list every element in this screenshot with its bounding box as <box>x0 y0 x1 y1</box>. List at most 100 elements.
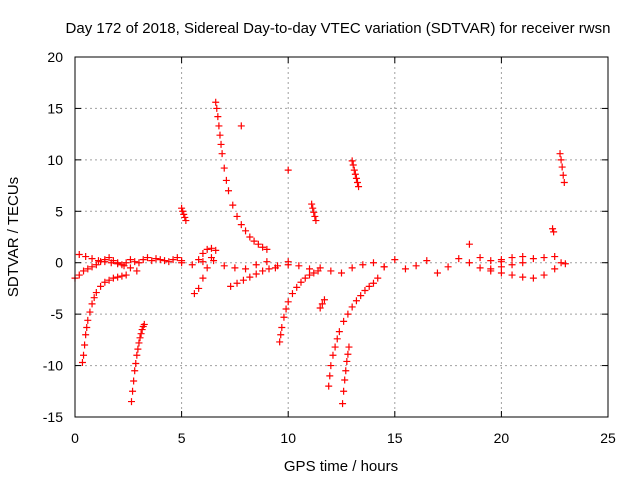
data-point <box>218 150 226 158</box>
data-point <box>81 341 89 349</box>
data-point <box>557 156 565 164</box>
data-point <box>242 227 250 235</box>
data-point <box>101 278 109 286</box>
data-point <box>343 357 351 365</box>
data-point <box>508 261 516 269</box>
data-point <box>237 122 245 130</box>
data-point <box>327 362 335 370</box>
series-outlier-10 <box>284 166 292 174</box>
y-tick-label: 5 <box>55 203 63 219</box>
data-point <box>355 183 363 191</box>
data-point <box>465 240 473 248</box>
y-tick-label: -5 <box>51 306 64 322</box>
data-point <box>276 338 284 346</box>
series-outlier-22.4 <box>549 225 558 236</box>
series-baseline-15-20 <box>380 240 505 277</box>
data-point <box>84 265 92 273</box>
data-point <box>331 343 339 351</box>
data-point <box>359 261 367 269</box>
data-point <box>233 212 241 220</box>
series-peak-5 <box>178 204 190 225</box>
data-point <box>306 271 314 279</box>
data-point <box>134 345 142 353</box>
data-point <box>181 213 189 221</box>
data-point <box>361 286 369 294</box>
data-point <box>310 269 318 277</box>
data-point <box>444 263 452 271</box>
data-point <box>135 259 143 267</box>
data-point <box>559 171 567 179</box>
data-point <box>127 398 135 406</box>
data-point <box>344 350 352 358</box>
data-point <box>92 261 100 269</box>
data-point <box>242 265 250 273</box>
data-point <box>277 331 285 339</box>
data-point <box>342 367 350 375</box>
data-point <box>140 320 148 328</box>
data-point <box>293 283 301 291</box>
data-point <box>487 267 495 275</box>
series-baseline-5-10 <box>178 257 292 273</box>
chart-title: Day 172 of 2018, Sidereal Day-to-day VTE… <box>66 20 611 37</box>
data-point <box>101 258 109 266</box>
data-point <box>282 305 290 313</box>
data-point <box>259 243 267 251</box>
series-descend-8 <box>227 264 279 290</box>
data-point <box>82 331 90 339</box>
data-point <box>78 358 86 366</box>
data-point <box>340 387 348 395</box>
data-point <box>136 334 144 342</box>
data-point <box>556 150 564 158</box>
data-point <box>107 259 115 267</box>
data-point <box>82 253 90 261</box>
data-point <box>284 258 292 266</box>
x-tick-label: 5 <box>178 430 186 446</box>
data-point <box>271 264 279 272</box>
data-point <box>86 308 94 316</box>
data-point <box>138 326 146 334</box>
data-point <box>561 260 569 268</box>
data-point <box>135 339 143 347</box>
data-point <box>550 228 558 236</box>
x-tick-label: 20 <box>494 430 510 446</box>
data-point <box>329 351 337 359</box>
data-point <box>88 300 96 308</box>
data-point <box>122 271 130 279</box>
data-point <box>152 255 160 263</box>
data-point <box>333 335 341 343</box>
data-point <box>540 271 548 279</box>
data-point <box>380 263 388 271</box>
data-point <box>529 274 537 282</box>
data-point <box>549 225 557 233</box>
data-point <box>316 264 324 272</box>
series-lower-band-0-3 <box>75 250 141 275</box>
data-point <box>126 256 134 264</box>
data-point <box>178 259 186 267</box>
data-marks <box>71 98 569 408</box>
data-point <box>318 300 326 308</box>
data-point <box>306 265 314 273</box>
data-point <box>84 316 92 324</box>
data-point <box>114 260 122 268</box>
series-band-18-21 <box>465 259 527 273</box>
series-dip-2.7 <box>127 320 148 406</box>
data-point <box>252 270 260 278</box>
plot-frame <box>74 56 609 418</box>
data-point <box>311 212 319 220</box>
series-dip-0.3 <box>78 271 130 366</box>
data-point <box>139 256 147 264</box>
y-tick-label: -15 <box>43 409 63 425</box>
data-point <box>213 104 221 112</box>
data-point <box>320 296 328 304</box>
grid <box>75 57 608 417</box>
data-point <box>263 245 271 253</box>
data-point <box>195 284 203 292</box>
data-point <box>316 304 324 312</box>
data-point <box>75 271 83 279</box>
data-point <box>114 273 122 281</box>
data-point <box>156 256 164 264</box>
y-tick-label: 20 <box>47 49 63 65</box>
y-axis-label: SDTVAR / TECUs <box>5 177 22 297</box>
y-tick-label: 10 <box>47 152 63 168</box>
data-point <box>254 240 262 248</box>
